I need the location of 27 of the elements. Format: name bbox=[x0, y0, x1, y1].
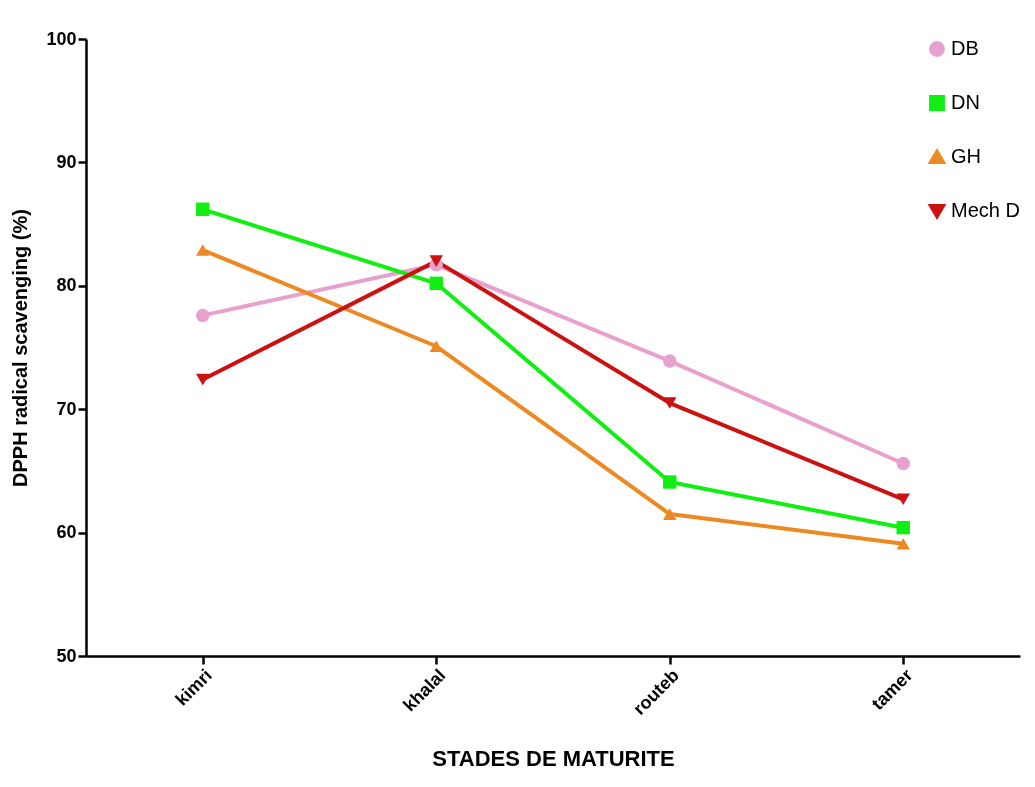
legend-label: DB bbox=[951, 37, 979, 59]
y-tick-label: 90 bbox=[56, 151, 77, 172]
point bbox=[663, 508, 677, 520]
point bbox=[196, 244, 210, 256]
point bbox=[896, 493, 910, 506]
point bbox=[896, 520, 910, 535]
point bbox=[896, 537, 910, 550]
legend-label: Mech D bbox=[951, 199, 1020, 221]
point bbox=[196, 202, 210, 216]
legend-label: DN bbox=[951, 91, 980, 113]
y-tick-label: 60 bbox=[56, 522, 77, 543]
point bbox=[663, 397, 677, 409]
x-axis-title: STADES DE MATURITE bbox=[432, 745, 675, 771]
y-tick-label: 100 bbox=[46, 28, 77, 49]
y-tick-label: 50 bbox=[56, 645, 77, 666]
y-tick-label: 70 bbox=[56, 398, 77, 419]
point bbox=[429, 276, 443, 291]
point bbox=[196, 308, 210, 323]
point bbox=[429, 340, 443, 353]
point bbox=[663, 475, 677, 489]
point bbox=[429, 255, 443, 267]
point bbox=[196, 373, 210, 386]
point bbox=[663, 354, 677, 368]
point bbox=[896, 456, 910, 471]
legend-label: GH bbox=[951, 145, 981, 167]
y-tick-label: 80 bbox=[56, 275, 77, 296]
y-axis-title: DPPH radical scavenging (%) bbox=[9, 209, 32, 487]
